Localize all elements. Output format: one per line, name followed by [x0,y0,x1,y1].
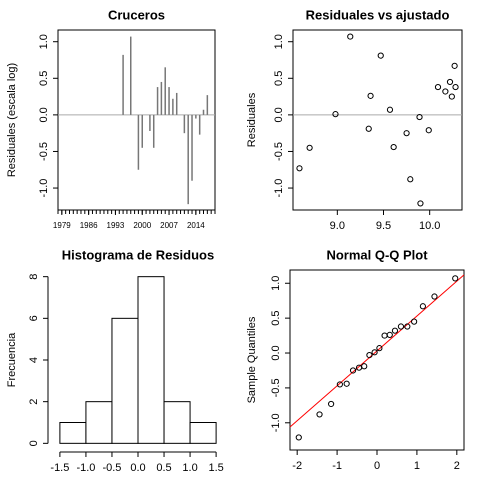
point [376,345,383,352]
point [448,93,455,100]
point [391,327,399,334]
x-tick-label: -2 [292,460,302,472]
point [452,275,459,282]
x-tick-label: 9.5 [376,220,391,232]
x-tick-label: 2014 [187,221,205,230]
x-tick-label: 0 [374,460,380,472]
chart-title: Cruceros [108,7,165,22]
x-tick-label: -1.5 [50,462,69,474]
point [404,323,411,330]
x-tick-label: 1.5 [208,462,223,474]
hist-bar [111,317,139,444]
point [343,380,350,387]
y-tick-label: 1.0 [270,276,282,291]
x-tick-label: 0.5 [156,462,171,474]
y-tick-label: -1.0 [273,179,285,198]
point [332,111,339,118]
y-tick-label: 0.0 [270,345,282,360]
point [407,176,414,183]
point [451,62,458,69]
point [365,125,372,132]
y-tick-label: 1.0 [273,34,285,49]
point [349,367,357,374]
y-axis-label: Residuales [246,92,258,147]
y-tick-label: -1.0 [270,413,282,432]
y-axis-label: Residuales (escala log) [6,63,18,177]
x-tick-label: 2 [454,460,460,472]
point [306,144,313,151]
y-tick-label: -0.5 [270,378,282,397]
point [295,434,302,441]
y-tick-label: 8 [28,274,40,280]
y-tick-label: 1.0 [38,34,50,49]
point [425,127,432,134]
y-tick-label: 0.5 [270,310,282,325]
plot-box [57,29,216,211]
point [371,349,378,356]
hist-bar [59,422,87,444]
y-tick-label: 0.5 [273,71,285,86]
x-tick-label: 10.0 [419,220,440,232]
point [361,363,368,370]
point [417,200,424,207]
y-tick-label: -1.0 [38,179,50,198]
point [386,106,394,113]
x-tick-label: -1.0 [76,462,95,474]
hist-bar [163,401,191,444]
point [296,165,303,172]
chart-title: Residuales vs ajustado [306,7,450,22]
point [431,293,438,300]
x-tick-label: -0.5 [102,462,121,474]
point [416,113,423,121]
point [386,331,393,338]
point [377,52,384,59]
x-tick-label: 9.0 [330,220,345,232]
point [316,411,323,418]
x-tick-label: 2000 [133,221,151,230]
y-tick-label: 2 [28,399,40,405]
point [442,88,449,95]
y-axis-label: Frecuencia [6,332,18,387]
y-tick-label: 0 [28,440,40,446]
y-axis-label: Sample Quantiles [246,316,258,403]
chart-title: Histograma de Residuos [62,247,214,262]
y-tick-label: 0.0 [273,107,285,122]
y-tick-label: 6 [28,315,40,321]
hist-bar [137,276,165,444]
x-tick-label: 1 [414,460,420,472]
point [446,78,454,86]
hist-bar [189,422,217,444]
point [411,318,418,325]
point [367,92,374,99]
x-tick-label: 1986 [80,221,98,230]
point [452,83,459,91]
point [336,381,343,388]
point [419,303,426,310]
point [390,143,397,151]
x-tick-label: 1993 [107,221,125,230]
point [366,352,373,359]
y-tick-label: 4 [28,357,40,363]
chart-title: Normal Q-Q Plot [326,247,428,262]
x-tick-label: 0.0 [130,462,145,474]
y-tick-label: 0.0 [38,107,50,122]
x-tick-label: -1 [332,460,342,472]
y-tick-label: -0.5 [273,142,285,161]
point [347,33,354,40]
point [434,83,442,91]
x-tick-label: 1.0 [182,462,197,474]
y-tick-label: -0.5 [38,142,50,161]
point [328,400,335,408]
point [397,323,405,330]
x-tick-label: 1979 [53,221,71,230]
point [403,130,410,137]
point [381,332,388,339]
y-tick-label: 0.5 [38,71,50,86]
plot-box [289,269,465,451]
plot-box [292,29,463,211]
hist-bar [85,401,113,444]
x-tick-label: 2007 [160,221,178,230]
